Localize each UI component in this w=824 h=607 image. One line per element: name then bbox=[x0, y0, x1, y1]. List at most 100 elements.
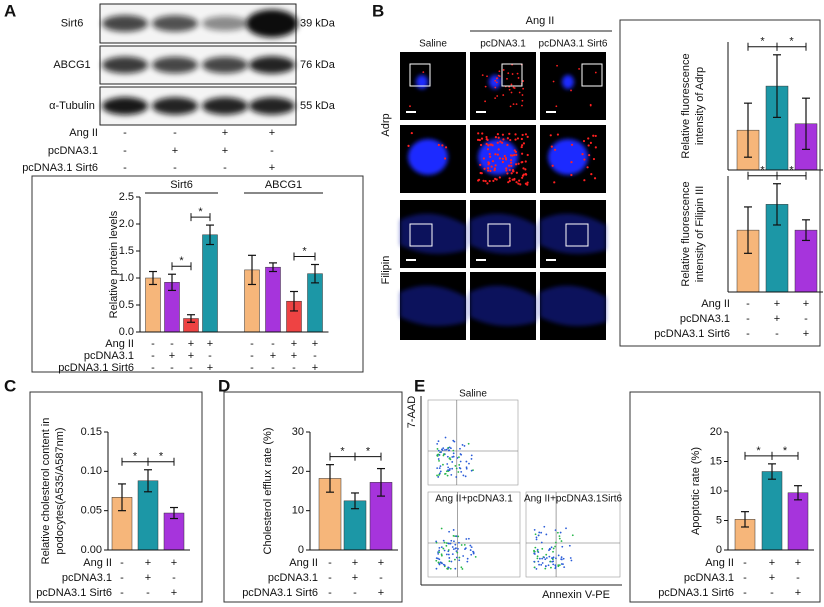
y-axis-label: podocytes(A535/A587nm) bbox=[54, 427, 66, 554]
event-dot bbox=[437, 449, 440, 452]
significance-label: * bbox=[198, 206, 203, 218]
event-dot bbox=[466, 557, 469, 560]
event-dot bbox=[449, 467, 451, 470]
lipid-dot bbox=[522, 80, 525, 82]
panel-frame bbox=[629, 391, 821, 603]
lipid-dot bbox=[478, 138, 481, 142]
event-dot bbox=[560, 540, 563, 542]
condition-sign: - bbox=[170, 338, 174, 350]
event-dot bbox=[460, 566, 463, 569]
zoom-box bbox=[487, 223, 511, 247]
zoom-box bbox=[581, 63, 603, 87]
condition-sign: + bbox=[378, 587, 384, 599]
y-tick-label: 0.05 bbox=[81, 505, 102, 517]
row-label: Adrp bbox=[380, 113, 392, 136]
blot-band bbox=[246, 9, 298, 38]
event-dot bbox=[437, 561, 440, 564]
event-dot bbox=[435, 540, 438, 543]
condition-label: Ang II bbox=[83, 557, 112, 569]
event-dot bbox=[554, 567, 557, 570]
panel-frame bbox=[223, 391, 403, 603]
event-dot bbox=[559, 531, 562, 534]
condition-label: pcDNA3.1 Sirt6 bbox=[58, 362, 134, 374]
event-dot bbox=[437, 458, 440, 460]
significance-label: * bbox=[756, 445, 761, 457]
event-dot bbox=[544, 558, 547, 561]
lipid-dot bbox=[501, 157, 504, 160]
lipid-dot bbox=[514, 163, 518, 166]
event-dot bbox=[454, 558, 456, 561]
event-dot bbox=[445, 470, 448, 473]
lipid-dot bbox=[444, 146, 448, 149]
condition-sign: + bbox=[352, 557, 358, 569]
condition-sign: - bbox=[123, 162, 127, 174]
condition-sign: - bbox=[146, 587, 150, 599]
lipid-dot bbox=[501, 133, 505, 136]
protein-label: α-Tubulin bbox=[49, 100, 95, 112]
condition-sign: + bbox=[352, 572, 358, 584]
blot-band bbox=[202, 56, 248, 74]
event-dot bbox=[535, 536, 538, 539]
event-dot bbox=[545, 553, 548, 556]
condition-label: pcDNA3.1 Sirt6 bbox=[36, 587, 112, 599]
condition-sign: - bbox=[151, 362, 155, 374]
lipid-dot bbox=[511, 73, 514, 75]
lipid-dot bbox=[517, 162, 520, 165]
condition-sign: + bbox=[774, 313, 780, 325]
event-dot bbox=[457, 471, 460, 473]
event-dot bbox=[533, 528, 536, 531]
event-dot bbox=[440, 451, 442, 453]
event-dot bbox=[472, 552, 475, 555]
condition-sign: - bbox=[328, 587, 332, 599]
lipid-dot bbox=[496, 95, 499, 97]
event-dot bbox=[465, 467, 468, 470]
lipid-dot bbox=[583, 158, 586, 161]
event-dot bbox=[457, 535, 460, 538]
filipin-stain bbox=[540, 213, 606, 254]
condition-label: pcDNA3.1 bbox=[48, 145, 98, 157]
zoom-box bbox=[409, 63, 431, 87]
condition-sign: + bbox=[207, 338, 213, 350]
lipid-dot bbox=[524, 168, 527, 171]
event-dot bbox=[447, 466, 450, 469]
condition-sign: + bbox=[803, 328, 809, 340]
size-label: 55 kDa bbox=[300, 100, 336, 112]
condition-sign: + bbox=[769, 572, 775, 584]
condition-sign: + bbox=[269, 162, 275, 174]
lipid-dot bbox=[490, 165, 493, 168]
condition-sign: + bbox=[803, 298, 809, 310]
plot-label: Ang II+pcDNA3.1 bbox=[435, 494, 513, 505]
event-dot bbox=[463, 445, 466, 447]
significance-label: * bbox=[760, 36, 765, 48]
condition-label: pcDNA3.1 Sirt6 bbox=[22, 162, 98, 174]
condition-sign: - bbox=[173, 127, 177, 139]
lipid-dot bbox=[437, 143, 440, 147]
lipid-dot bbox=[521, 99, 524, 102]
event-dot bbox=[570, 559, 573, 562]
y-tick-label: 5 bbox=[716, 514, 722, 526]
event-dot bbox=[442, 547, 445, 550]
event-dot bbox=[541, 547, 544, 550]
lipid-dot bbox=[526, 153, 529, 157]
lipid-dot bbox=[508, 168, 511, 172]
event-dot bbox=[447, 550, 450, 553]
condition-sign: - bbox=[743, 587, 747, 599]
lipid-dot bbox=[515, 153, 518, 156]
condition-sign: - bbox=[770, 587, 774, 599]
blot-band bbox=[249, 97, 295, 115]
significance-label: * bbox=[760, 165, 765, 177]
event-dot bbox=[550, 566, 552, 569]
event-dot bbox=[459, 460, 462, 463]
significance-label: * bbox=[340, 446, 345, 458]
condition-sign: + bbox=[207, 362, 213, 374]
event-dot bbox=[439, 465, 442, 468]
condition-sign: - bbox=[223, 162, 227, 174]
event-dot bbox=[558, 564, 561, 567]
lipid-dot bbox=[511, 178, 514, 181]
event-dot bbox=[436, 448, 439, 450]
panel-label: B bbox=[372, 1, 384, 20]
event-dot bbox=[469, 549, 472, 551]
lipid-dot bbox=[496, 133, 499, 136]
condition-sign: + bbox=[222, 145, 228, 157]
event-dot bbox=[548, 549, 550, 552]
